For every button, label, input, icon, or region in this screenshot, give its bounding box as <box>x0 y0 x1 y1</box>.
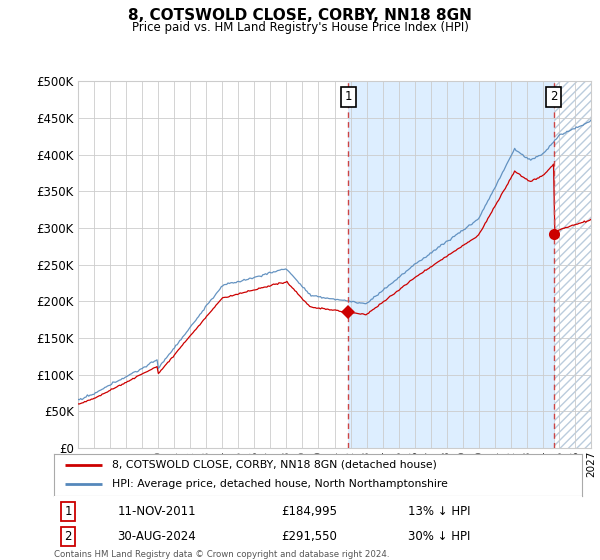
Text: 2: 2 <box>550 90 557 104</box>
Text: £184,995: £184,995 <box>281 505 337 518</box>
Bar <box>349 81 554 448</box>
Text: 1: 1 <box>344 90 352 104</box>
Text: 1: 1 <box>65 505 72 518</box>
Text: 30% ↓ HPI: 30% ↓ HPI <box>408 530 470 543</box>
Text: Price paid vs. HM Land Registry's House Price Index (HPI): Price paid vs. HM Land Registry's House … <box>131 21 469 34</box>
Text: 30-AUG-2024: 30-AUG-2024 <box>118 530 196 543</box>
Text: 2: 2 <box>65 530 72 543</box>
Text: 13% ↓ HPI: 13% ↓ HPI <box>408 505 470 518</box>
Text: Contains HM Land Registry data © Crown copyright and database right 2024.
This d: Contains HM Land Registry data © Crown c… <box>54 550 389 560</box>
Text: 11-NOV-2011: 11-NOV-2011 <box>118 505 196 518</box>
Text: 8, COTSWOLD CLOSE, CORBY, NN18 8GN (detached house): 8, COTSWOLD CLOSE, CORBY, NN18 8GN (deta… <box>112 460 437 470</box>
Text: HPI: Average price, detached house, North Northamptonshire: HPI: Average price, detached house, Nort… <box>112 479 448 489</box>
Text: £291,550: £291,550 <box>281 530 337 543</box>
Bar <box>554 81 591 448</box>
Text: 8, COTSWOLD CLOSE, CORBY, NN18 8GN: 8, COTSWOLD CLOSE, CORBY, NN18 8GN <box>128 8 472 24</box>
